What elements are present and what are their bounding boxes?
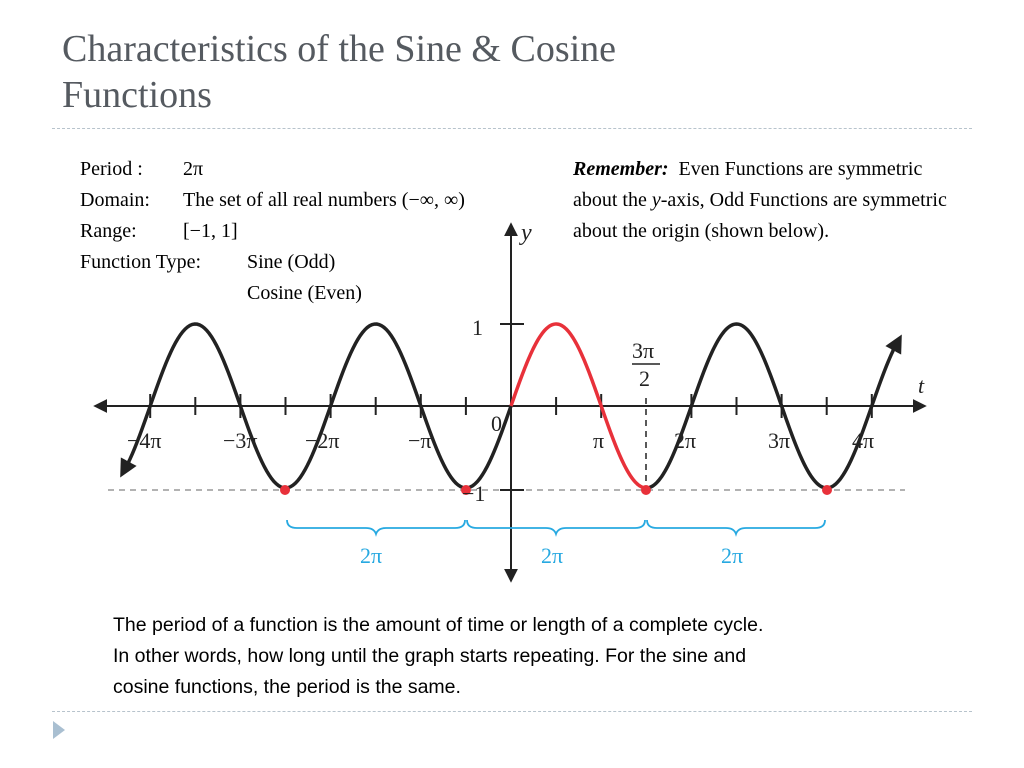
remember-text-1: Even Functions are symmetric about the [573, 158, 923, 211]
type-value-sine: Sine (Odd) [247, 251, 336, 273]
three-pi-numerator: 3π [632, 338, 654, 363]
y-tick-minus1-label: −1 [462, 481, 485, 506]
x-label-pi: π [593, 428, 604, 453]
range-value: [−1, 1] [183, 220, 238, 242]
period-label-2: 2π [541, 543, 563, 568]
x-label-3pi: 3π [768, 428, 790, 453]
x-tick-labels: −4π −3π −2π −π π 2π 3π 4π [127, 428, 874, 453]
caption-line-3: cosine functions, the period is the same… [113, 676, 461, 698]
x-label-minus-2pi: −2π [305, 428, 340, 453]
type-label: Function Type: [80, 251, 202, 273]
footer-divider [52, 711, 972, 712]
origin-label: 0 [491, 411, 502, 436]
remember-note: Remember: Even Functions are symmetric a… [573, 154, 953, 247]
slide-title: Characteristics of the Sine & Cosine Fun… [62, 26, 962, 118]
y-axis-label: y [519, 220, 532, 246]
slide-bullet-icon [53, 721, 65, 739]
sine-cosine-graph: y t 0 1 −1 3π 2 −4π −3π −2π −π π 2π 3π 4… [93, 220, 927, 583]
remember-text-2: -axis, Odd Functions are symmetric about… [573, 189, 947, 242]
slide-title-line1: Characteristics of the Sine & Cosine [62, 28, 617, 70]
brace-2 [466, 519, 646, 537]
three-pi-denominator: 2 [639, 366, 650, 391]
remember-text-italic: y [651, 189, 661, 211]
curve-right [646, 322, 896, 490]
min-point-2 [461, 485, 471, 495]
t-axis-label: t [918, 373, 925, 398]
period-label-3: 2π [721, 543, 743, 568]
domain-label: Domain: [80, 189, 150, 211]
remember-label: Remember: [573, 158, 669, 180]
x-label-minus-pi: −π [408, 428, 432, 453]
min-point-3 [641, 485, 651, 495]
brace-3 [646, 519, 826, 537]
x-label-4pi: 4π [852, 428, 874, 453]
curve-arrow-left [120, 457, 137, 478]
period-label: Period : [80, 158, 143, 180]
slide-title-line2: Functions [62, 74, 212, 116]
x-label-minus-3pi: −3π [223, 428, 258, 453]
x-label-2pi: 2π [674, 428, 696, 453]
period-label-1: 2π [360, 543, 382, 568]
title-divider [52, 128, 972, 129]
domain-value: The set of all real numbers (−∞, ∞) [183, 189, 465, 211]
min-point-4 [822, 485, 832, 495]
period-braces [286, 519, 826, 537]
min-point-1 [280, 485, 290, 495]
y-tick-1-label: 1 [472, 315, 483, 340]
curve-highlight [509, 322, 647, 490]
curve-left [126, 322, 513, 490]
caption-line-1: The period of a function is the amount o… [113, 614, 764, 636]
range-label: Range: [80, 220, 137, 242]
x-label-minus-4pi: −4π [127, 428, 162, 453]
type-value-cosine: Cosine (Even) [247, 282, 362, 304]
caption-line-2: In other words, how long until the graph… [113, 645, 747, 667]
period-caption: The period of a function is the amount o… [113, 610, 943, 703]
curve-arrow-right [885, 334, 902, 355]
brace-1 [286, 519, 466, 537]
period-value: 2π [183, 158, 204, 180]
